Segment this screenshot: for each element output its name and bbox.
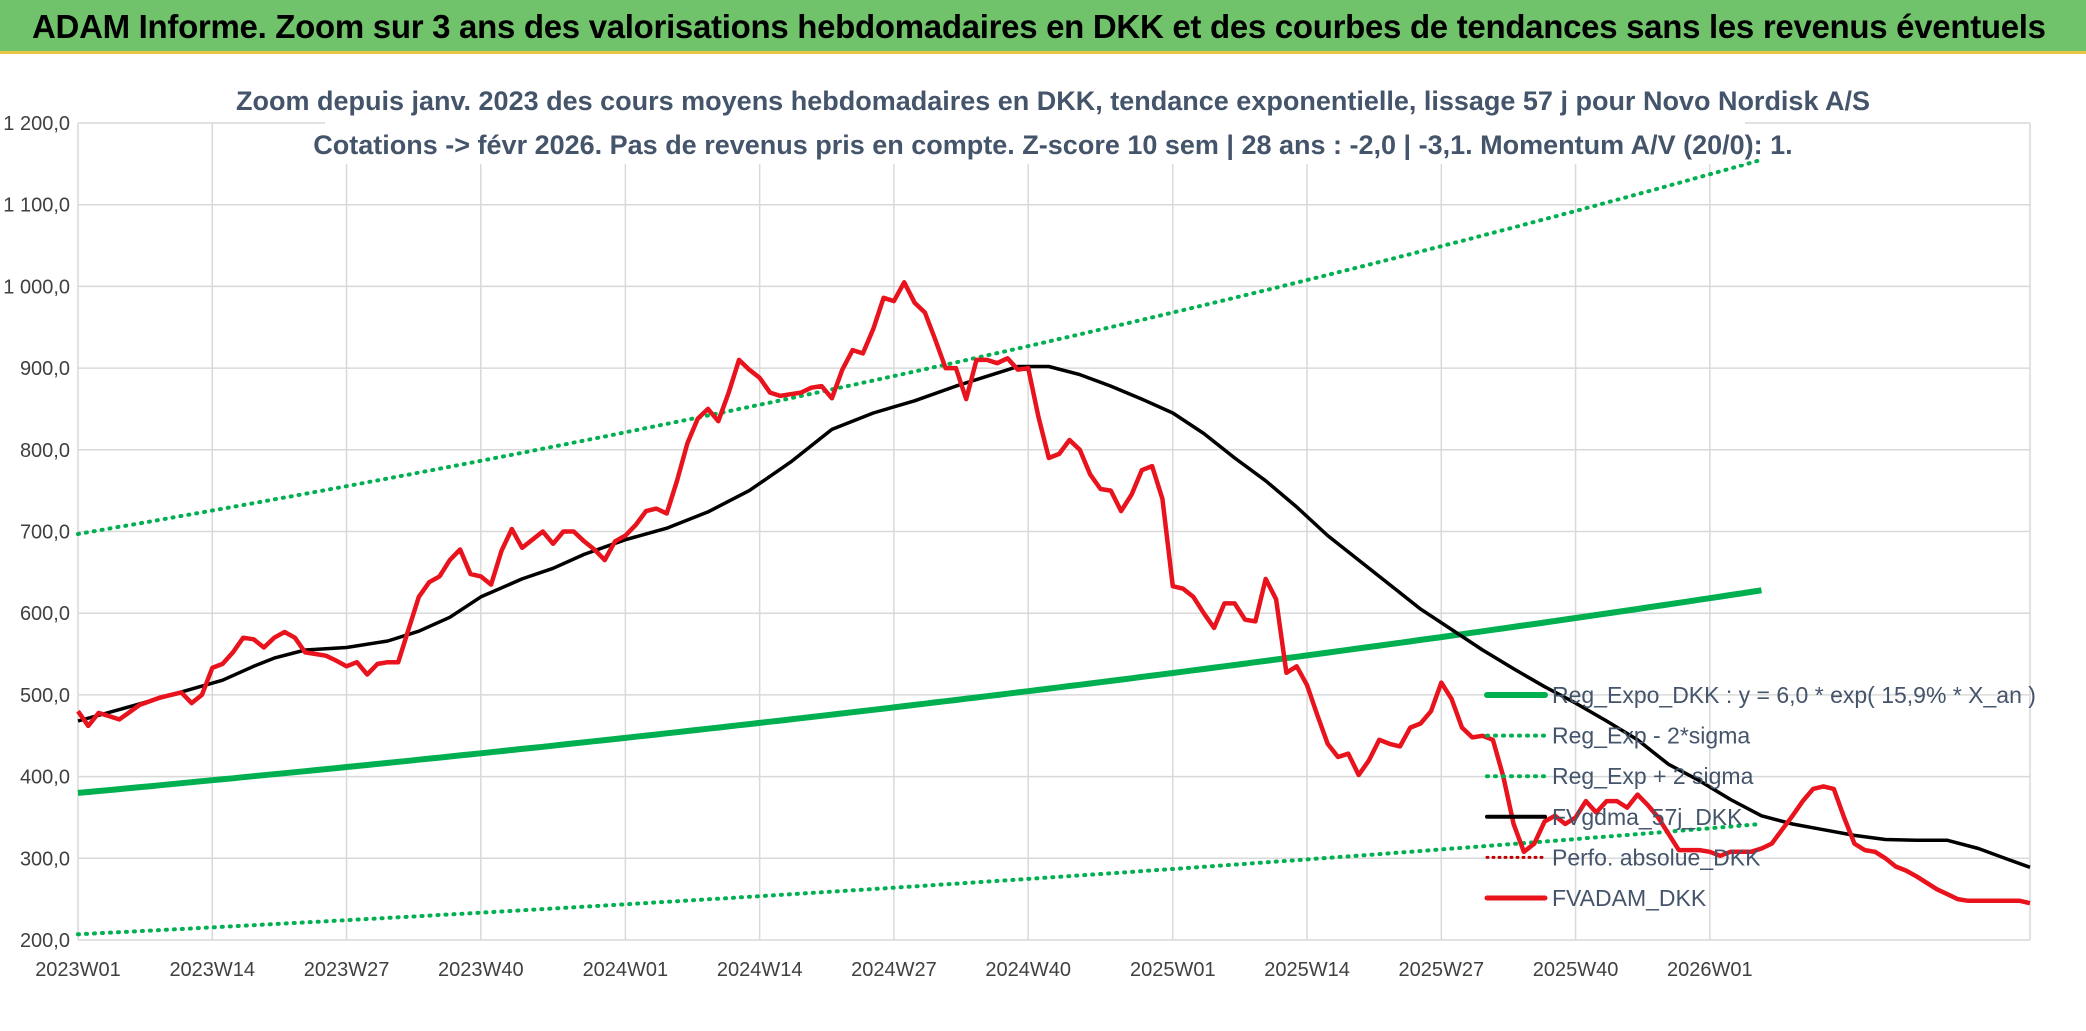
legend-label: FVADAM_DKK — [1552, 885, 1707, 911]
x-tick-label: 2023W01 — [35, 959, 121, 981]
x-tick-label: 2025W01 — [1130, 959, 1216, 981]
y-tick-label: 300,0 — [20, 848, 70, 870]
x-tick-label: 2023W40 — [438, 959, 524, 981]
header-bar: ADAM Informe. Zoom sur 3 ans des valoris… — [0, 0, 2086, 54]
page-title: ADAM Informe. Zoom sur 3 ans des valoris… — [32, 8, 2046, 45]
x-tick-label: 2024W01 — [583, 959, 669, 981]
chart-title: Zoom depuis janv. 2023 des cours moyens … — [236, 86, 1870, 116]
x-tick-label: 2023W27 — [304, 959, 390, 981]
y-tick-label: 1 000,0 — [3, 276, 70, 298]
series-reg-exp-minus-2sigma — [76, 822, 1764, 937]
chart-subtitle: Cotations -> févr 2026. Pas de revenus p… — [313, 130, 1792, 160]
y-tick-label: 700,0 — [20, 522, 70, 544]
legend-label: FVgdma_57j_DKK — [1552, 804, 1743, 830]
y-tick-label: 600,0 — [20, 603, 70, 625]
y-tick-label: 1 100,0 — [3, 195, 70, 217]
x-tick-label: 2025W14 — [1264, 959, 1350, 981]
y-tick-label: 400,0 — [20, 767, 70, 789]
x-tick-label: 2026W01 — [1667, 959, 1753, 981]
x-tick-label: 2024W14 — [717, 959, 803, 981]
series-reg-expo — [77, 587, 1762, 796]
y-tick-label: 200,0 — [20, 930, 70, 952]
x-tick-label: 2025W40 — [1533, 959, 1619, 981]
x-tick-label: 2023W14 — [169, 959, 255, 981]
y-tick-label: 800,0 — [20, 440, 70, 462]
x-tick-label: 2024W40 — [985, 959, 1071, 981]
series-reg-exp-plus-2sigma — [76, 157, 1764, 536]
x-tick-label: 2025W27 — [1398, 959, 1484, 981]
legend-label: Perfo. absolue_DKK — [1552, 844, 1761, 870]
title-backdrop — [325, 76, 1745, 164]
legend-label: Reg_Expo_DKK : y = 6,0 * exp( 15,9% * X_… — [1552, 682, 2036, 708]
x-tick-label: 2024W27 — [851, 959, 937, 981]
legend-label: Reg_Exp + 2 sigma — [1552, 763, 1754, 789]
legend-label: Reg_Exp - 2*sigma — [1552, 723, 1750, 749]
y-tick-label: 1 200,0 — [3, 113, 70, 135]
y-axis-ticks: 200,0 300,0 400,0 500,0 600,0 700,0 800,0 900,0… — [3, 113, 70, 952]
series-fvgdma-57j — [77, 364, 2031, 869]
y-tick-label: 500,0 — [20, 685, 70, 707]
chart-legend: Reg_Expo_DKK : y = 6,0 * exp( 15,9% * X_… — [1484, 682, 2036, 911]
y-tick-label: 900,0 — [20, 358, 70, 380]
series-lines — [76, 157, 2031, 937]
series-fvadam — [76, 280, 2031, 906]
x-axis-ticks: 2023W01 2023W14 2023W27 2023W40 2024W01 2024W… — [35, 959, 1752, 981]
